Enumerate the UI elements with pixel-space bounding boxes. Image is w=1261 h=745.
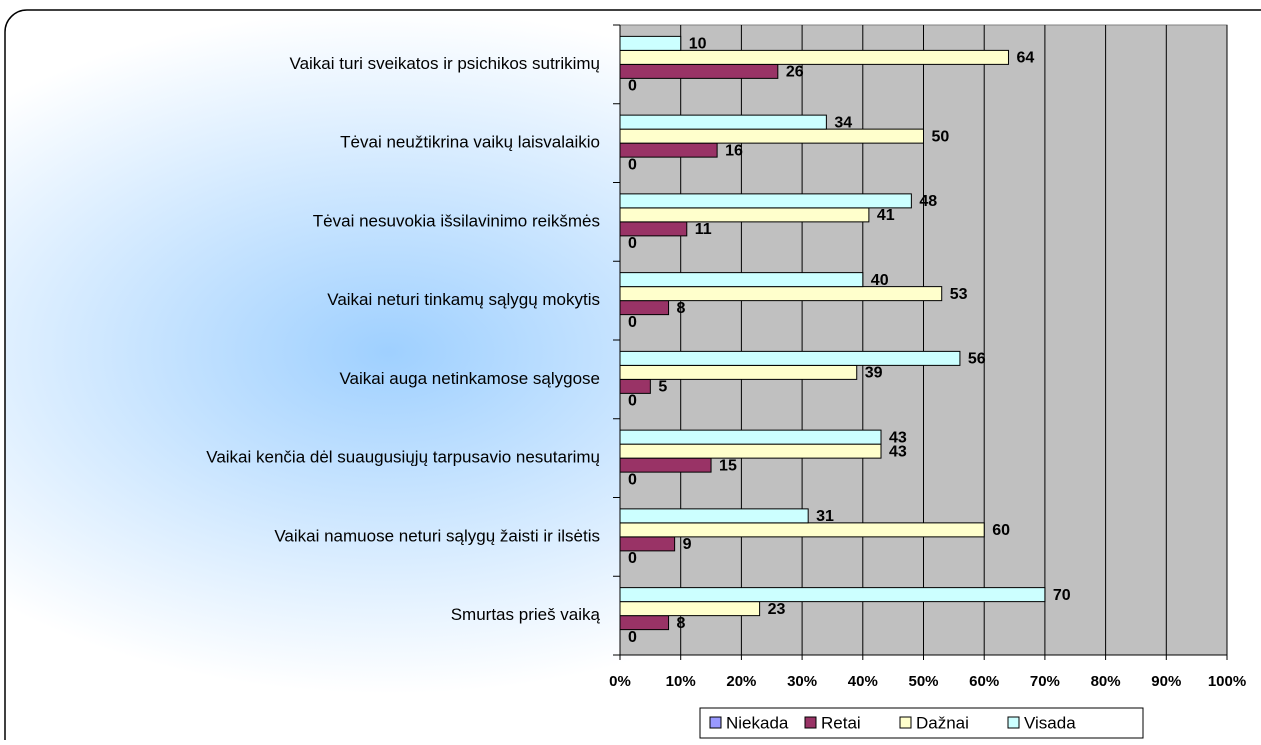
- data-label: 0: [628, 314, 637, 331]
- data-label: 8: [677, 615, 686, 632]
- data-label: 11: [695, 221, 712, 238]
- data-label: 0: [628, 78, 637, 95]
- data-label: 64: [1016, 50, 1034, 67]
- data-label: 43: [889, 429, 907, 446]
- data-label: 34: [834, 114, 852, 131]
- data-label: 56: [968, 351, 986, 368]
- bar: [619, 615, 670, 631]
- bar: [619, 587, 1046, 603]
- bar: [619, 272, 864, 288]
- data-label: 9: [683, 536, 692, 553]
- bar: [619, 142, 718, 158]
- legend-label: Retai: [821, 713, 861, 732]
- data-label: 41: [877, 207, 895, 224]
- x-tick-label: 80%: [1091, 673, 1121, 690]
- bar: [619, 114, 827, 130]
- data-label: 48: [919, 193, 937, 210]
- x-tick-label: 0%: [609, 673, 631, 690]
- category-label: Vaikai neturi tinkamų sąlygų mokytis: [327, 290, 600, 309]
- data-label: 0: [628, 156, 637, 173]
- bar: [619, 221, 688, 237]
- data-label: 8: [677, 300, 686, 317]
- bar: [619, 601, 761, 617]
- category-label: Vaikai turi sveikatos ir psichikos sutri…: [290, 54, 601, 73]
- legend-label: Dažnai: [916, 713, 969, 732]
- bar: [619, 536, 676, 552]
- x-tick-label: 10%: [666, 673, 696, 690]
- legend-swatch: [804, 716, 817, 729]
- legend: [699, 707, 1144, 739]
- legend-swatch: [899, 716, 912, 729]
- data-label: 60: [992, 522, 1010, 539]
- bar: [619, 457, 712, 473]
- data-label: 5: [658, 379, 667, 396]
- data-label: 0: [628, 550, 637, 567]
- x-tick-label: 100%: [1208, 673, 1246, 690]
- legend-label: Visada: [1024, 713, 1076, 732]
- category-label: Tėvai nesuvokia išsilavinimo reikšmės: [313, 211, 600, 230]
- data-label: 53: [950, 286, 968, 303]
- bar: [619, 207, 870, 223]
- data-label: 15: [719, 457, 737, 474]
- x-tick-label: 50%: [908, 673, 938, 690]
- legend-swatch: [1007, 716, 1020, 729]
- category-label: Tėvai neužtikrina vaikų laisvalaikio: [340, 133, 600, 152]
- data-label: 26: [786, 64, 804, 81]
- bar: [619, 522, 985, 538]
- data-label: 0: [628, 393, 637, 410]
- data-label: 10: [689, 36, 707, 53]
- data-label: 0: [628, 471, 637, 488]
- bar: [619, 364, 858, 380]
- category-label: Vaikai namuose neturi sąlygų žaisti ir i…: [274, 526, 600, 545]
- legend-swatch: [709, 716, 722, 729]
- x-tick-label: 20%: [726, 673, 756, 690]
- bar: [619, 63, 779, 79]
- bar: [619, 429, 882, 445]
- bar: [619, 378, 651, 394]
- data-label: 0: [628, 235, 637, 252]
- x-tick-label: 40%: [848, 673, 878, 690]
- legend-label: Niekada: [726, 713, 789, 732]
- bar: [619, 35, 682, 51]
- x-tick-label: 90%: [1151, 673, 1181, 690]
- x-tick-label: 60%: [969, 673, 999, 690]
- bar: [619, 508, 809, 524]
- data-label: 16: [725, 142, 743, 159]
- data-label: 31: [816, 508, 834, 525]
- bar: [619, 128, 924, 144]
- data-label: 43: [889, 443, 907, 460]
- category-label: Vaikai kenčia dėl suaugusiųjų tarpusavio…: [206, 448, 600, 467]
- bar: [619, 300, 670, 316]
- category-label: Smurtas prieš vaiką: [451, 605, 601, 624]
- bar: [619, 443, 882, 459]
- category-label: Vaikai auga netinkamose sąlygose: [339, 369, 600, 388]
- bar: [619, 286, 943, 302]
- data-label: 50: [932, 128, 950, 145]
- data-label: 0: [628, 629, 637, 646]
- bar: [619, 350, 961, 366]
- data-label: 39: [865, 365, 883, 382]
- data-label: 40: [871, 272, 889, 289]
- data-label: 70: [1053, 587, 1071, 604]
- bar: [619, 49, 1009, 65]
- x-tick-label: 30%: [787, 673, 817, 690]
- data-label: 23: [768, 601, 786, 618]
- x-tick-label: 70%: [1030, 673, 1060, 690]
- bar: [619, 193, 912, 209]
